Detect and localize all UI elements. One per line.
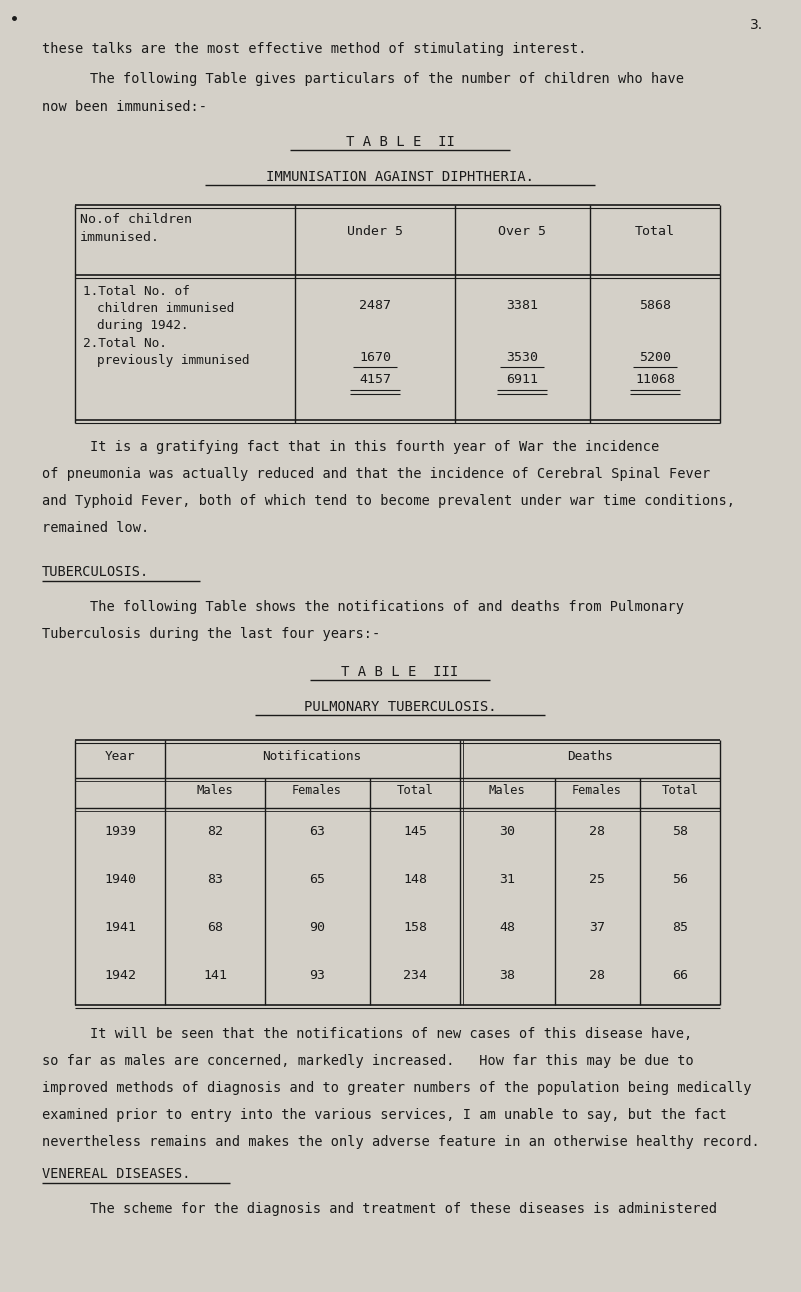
Text: improved methods of diagnosis and to greater numbers of the population being med: improved methods of diagnosis and to gre…	[42, 1081, 751, 1096]
Text: 48: 48	[499, 921, 515, 934]
Text: 11068: 11068	[635, 373, 675, 386]
Text: 28: 28	[589, 826, 605, 839]
Text: VENEREAL DISEASES.: VENEREAL DISEASES.	[42, 1167, 191, 1181]
Text: PULMONARY TUBERCULOSIS.: PULMONARY TUBERCULOSIS.	[304, 700, 497, 714]
Text: Males: Males	[196, 784, 233, 797]
Text: Tuberculosis during the last four years:-: Tuberculosis during the last four years:…	[42, 627, 380, 641]
Text: 1670: 1670	[359, 351, 391, 364]
Text: Deaths: Deaths	[567, 749, 613, 764]
Text: and Typhoid Fever, both of which tend to become prevalent under war time conditi: and Typhoid Fever, both of which tend to…	[42, 494, 735, 508]
Text: 68: 68	[207, 921, 223, 934]
Text: T A B L E  III: T A B L E III	[341, 665, 459, 680]
Text: No.of children: No.of children	[80, 213, 192, 226]
Text: children immunised: children immunised	[97, 302, 234, 315]
Text: now been immunised:-: now been immunised:-	[42, 99, 207, 114]
Text: 3.: 3.	[750, 18, 763, 32]
Text: so far as males are concerned, markedly increased.   How far this may be due to: so far as males are concerned, markedly …	[42, 1054, 694, 1068]
Text: 56: 56	[672, 873, 688, 886]
Text: 6911: 6911	[506, 373, 538, 386]
Text: examined prior to entry into the various services, I am unable to say, but the f: examined prior to entry into the various…	[42, 1109, 727, 1121]
Text: immunised.: immunised.	[80, 231, 160, 244]
Text: Females: Females	[292, 784, 342, 797]
Text: Males: Males	[489, 784, 525, 797]
Text: Total: Total	[635, 225, 675, 238]
Text: 1939: 1939	[104, 826, 136, 839]
Text: 2487: 2487	[359, 298, 391, 311]
Text: It is a gratifying fact that in this fourth year of War the incidence: It is a gratifying fact that in this fou…	[90, 441, 659, 453]
Text: 65: 65	[309, 873, 325, 886]
Text: 58: 58	[672, 826, 688, 839]
Text: 234: 234	[403, 969, 427, 982]
Text: 141: 141	[203, 969, 227, 982]
Text: 25: 25	[589, 873, 605, 886]
Text: The following Table shows the notifications of and deaths from Pulmonary: The following Table shows the notificati…	[90, 599, 684, 614]
Text: previously immunised: previously immunised	[97, 354, 249, 367]
Text: 30: 30	[499, 826, 515, 839]
Text: Females: Females	[572, 784, 622, 797]
Text: Under 5: Under 5	[347, 225, 403, 238]
Text: IMMUNISATION AGAINST DIPHTHERIA.: IMMUNISATION AGAINST DIPHTHERIA.	[266, 171, 534, 183]
Text: 1941: 1941	[104, 921, 136, 934]
Text: 5200: 5200	[639, 351, 671, 364]
Text: 145: 145	[403, 826, 427, 839]
Text: 93: 93	[309, 969, 325, 982]
Text: 1.Total No. of: 1.Total No. of	[83, 286, 190, 298]
Text: It will be seen that the notifications of new cases of this disease have,: It will be seen that the notifications o…	[90, 1027, 692, 1041]
Text: 2.Total No.: 2.Total No.	[83, 337, 167, 350]
Text: 82: 82	[207, 826, 223, 839]
Text: 38: 38	[499, 969, 515, 982]
Text: Year: Year	[105, 749, 135, 764]
Text: 5868: 5868	[639, 298, 671, 311]
Text: 31: 31	[499, 873, 515, 886]
Text: 28: 28	[589, 969, 605, 982]
Text: of pneumonia was actually reduced and that the incidence of Cerebral Spinal Feve: of pneumonia was actually reduced and th…	[42, 466, 710, 481]
Text: 3381: 3381	[506, 298, 538, 311]
Text: Total: Total	[662, 784, 698, 797]
Text: 4157: 4157	[359, 373, 391, 386]
Text: 90: 90	[309, 921, 325, 934]
Text: 1942: 1942	[104, 969, 136, 982]
Text: 3530: 3530	[506, 351, 538, 364]
Text: 63: 63	[309, 826, 325, 839]
Text: TUBERCULOSIS.: TUBERCULOSIS.	[42, 565, 149, 579]
Text: remained low.: remained low.	[42, 521, 149, 535]
Text: during 1942.: during 1942.	[97, 319, 188, 332]
Text: Notifications: Notifications	[263, 749, 361, 764]
Text: Total: Total	[396, 784, 433, 797]
Text: 37: 37	[589, 921, 605, 934]
Text: 66: 66	[672, 969, 688, 982]
Text: 148: 148	[403, 873, 427, 886]
Text: these talks are the most effective method of stimulating interest.: these talks are the most effective metho…	[42, 43, 586, 56]
Text: T A B L E  II: T A B L E II	[345, 134, 454, 149]
Text: The following Table gives particulars of the number of children who have: The following Table gives particulars of…	[90, 72, 684, 87]
Text: 85: 85	[672, 921, 688, 934]
Text: 158: 158	[403, 921, 427, 934]
Text: 83: 83	[207, 873, 223, 886]
Text: The scheme for the diagnosis and treatment of these diseases is administered: The scheme for the diagnosis and treatme…	[90, 1202, 717, 1216]
Text: Over 5: Over 5	[498, 225, 546, 238]
Text: 1940: 1940	[104, 873, 136, 886]
Text: nevertheless remains and makes the only adverse feature in an otherwise healthy : nevertheless remains and makes the only …	[42, 1134, 760, 1149]
